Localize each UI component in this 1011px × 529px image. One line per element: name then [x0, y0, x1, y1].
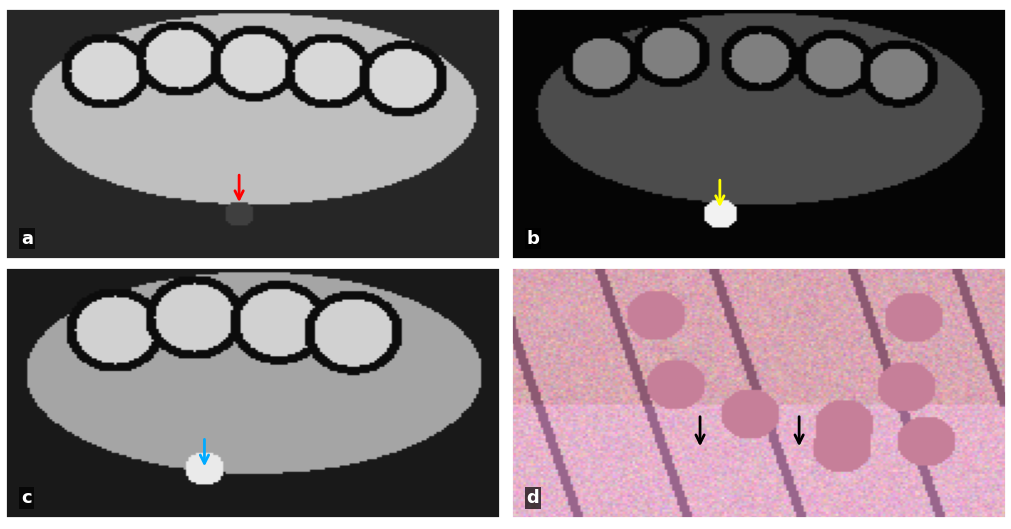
Text: d: d [527, 489, 540, 507]
Text: b: b [527, 230, 540, 248]
Text: c: c [21, 489, 31, 507]
Text: a: a [21, 230, 33, 248]
